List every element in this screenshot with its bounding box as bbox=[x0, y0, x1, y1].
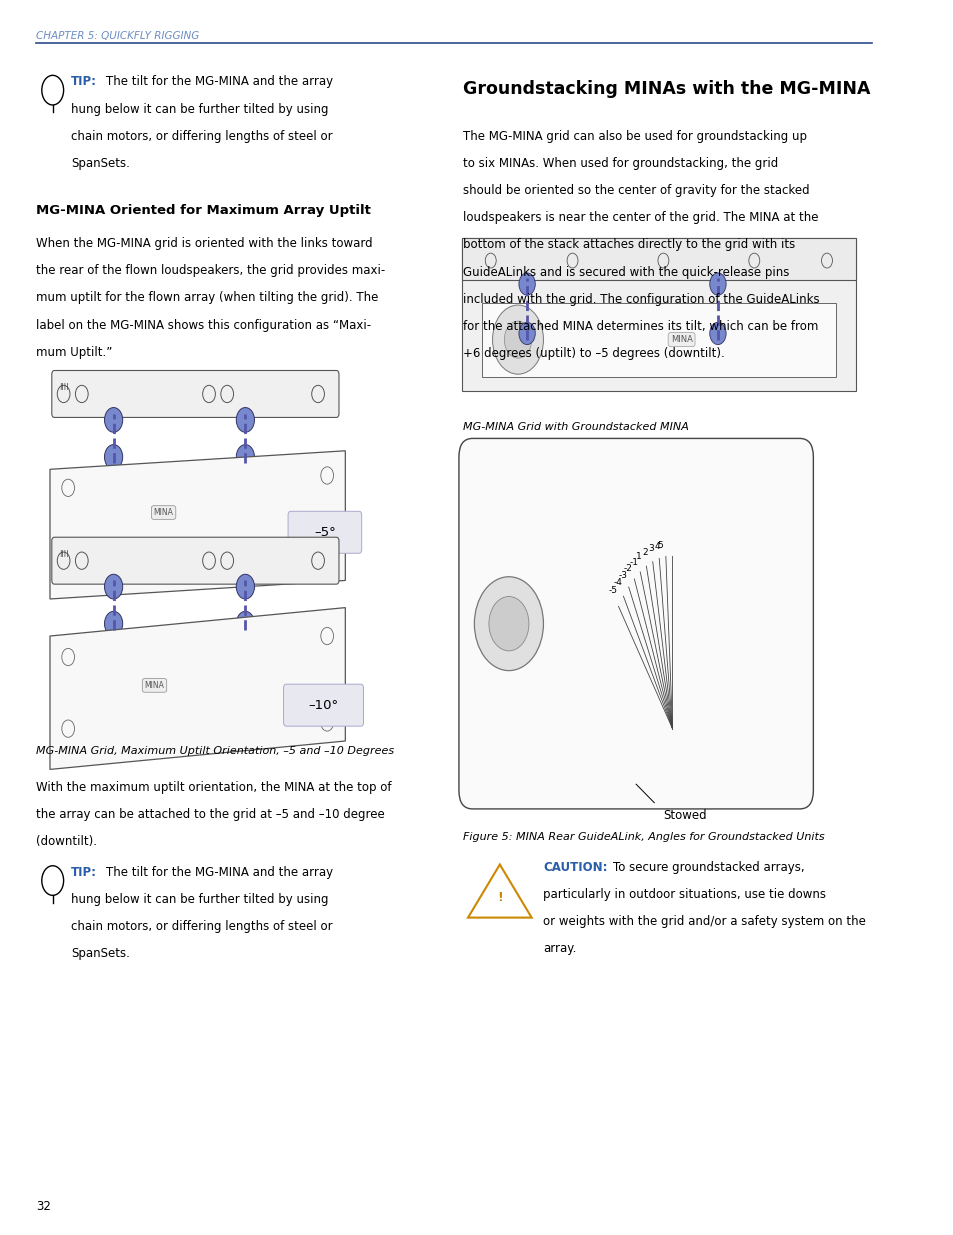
Text: 4: 4 bbox=[654, 542, 659, 551]
Text: The tilt for the MG-MINA and the array: The tilt for the MG-MINA and the array bbox=[106, 75, 334, 89]
Text: CAUTION:: CAUTION: bbox=[543, 861, 607, 874]
Circle shape bbox=[709, 322, 725, 345]
Text: the rear of the flown loudspeakers, the grid provides maxi-: the rear of the flown loudspeakers, the … bbox=[36, 264, 385, 278]
Text: -2: -2 bbox=[623, 563, 632, 573]
Circle shape bbox=[236, 574, 254, 599]
Circle shape bbox=[105, 574, 123, 599]
Polygon shape bbox=[468, 864, 531, 918]
Text: SpanSets.: SpanSets. bbox=[71, 947, 130, 961]
Text: –5°: –5° bbox=[314, 526, 335, 538]
Text: included with the grid. The configuration of the GuideALinks: included with the grid. The configuratio… bbox=[463, 293, 820, 306]
Circle shape bbox=[492, 305, 543, 374]
Text: -5: -5 bbox=[608, 587, 617, 595]
Text: -1: -1 bbox=[628, 558, 638, 567]
Text: array.: array. bbox=[543, 942, 577, 956]
Circle shape bbox=[518, 273, 535, 295]
Circle shape bbox=[518, 322, 535, 345]
FancyBboxPatch shape bbox=[461, 238, 855, 280]
Text: !: ! bbox=[497, 892, 502, 904]
Polygon shape bbox=[50, 451, 345, 599]
Text: 1: 1 bbox=[636, 552, 641, 562]
Text: chain motors, or differing lengths of steel or: chain motors, or differing lengths of st… bbox=[71, 130, 333, 143]
Text: 2: 2 bbox=[641, 548, 647, 557]
Text: With the maximum uptilt orientation, the MINA at the top of: With the maximum uptilt orientation, the… bbox=[36, 781, 392, 794]
Text: 32: 32 bbox=[36, 1199, 51, 1213]
Text: chain motors, or differing lengths of steel or: chain motors, or differing lengths of st… bbox=[71, 920, 333, 934]
Text: -3: -3 bbox=[618, 571, 627, 579]
Text: the array can be attached to the grid at –5 and –10 degree: the array can be attached to the grid at… bbox=[36, 808, 385, 821]
Text: hung below it can be further tilted by using: hung below it can be further tilted by u… bbox=[71, 893, 328, 906]
Circle shape bbox=[709, 273, 725, 295]
Text: to six MINAs. When used for groundstacking, the grid: to six MINAs. When used for groundstacki… bbox=[463, 157, 778, 170]
Text: 5: 5 bbox=[657, 541, 662, 550]
Text: SpanSets.: SpanSets. bbox=[71, 157, 130, 170]
Text: The MG-MINA grid can also be used for groundstacking up: The MG-MINA grid can also be used for gr… bbox=[463, 130, 806, 143]
Text: Figure 5: MINA Rear GuideALink, Angles for Groundstacked Units: Figure 5: MINA Rear GuideALink, Angles f… bbox=[463, 832, 824, 842]
Text: ||||: |||| bbox=[59, 383, 69, 390]
Circle shape bbox=[504, 321, 531, 358]
Text: +6 degrees (uptilt) to –5 degrees (downtilt).: +6 degrees (uptilt) to –5 degrees (downt… bbox=[463, 347, 724, 361]
Circle shape bbox=[488, 597, 528, 651]
Text: TIP:: TIP: bbox=[71, 75, 97, 89]
Text: The tilt for the MG-MINA and the array: The tilt for the MG-MINA and the array bbox=[106, 866, 334, 879]
Polygon shape bbox=[50, 608, 345, 769]
Text: MG-MINA Grid, Maximum Uptilt Orientation, –5 and –10 Degrees: MG-MINA Grid, Maximum Uptilt Orientation… bbox=[36, 746, 394, 756]
Text: Stowed: Stowed bbox=[662, 809, 706, 821]
Polygon shape bbox=[481, 303, 835, 377]
FancyBboxPatch shape bbox=[283, 684, 363, 726]
Text: When the MG-MINA grid is oriented with the links toward: When the MG-MINA grid is oriented with t… bbox=[36, 237, 373, 251]
Text: for the attached MINA determines its tilt, which can be from: for the attached MINA determines its til… bbox=[463, 320, 818, 333]
Text: 3: 3 bbox=[647, 545, 653, 553]
Text: hung below it can be further tilted by using: hung below it can be further tilted by u… bbox=[71, 103, 328, 116]
Text: MG-MINA Grid with Groundstacked MINA: MG-MINA Grid with Groundstacked MINA bbox=[463, 422, 689, 432]
Circle shape bbox=[105, 445, 123, 469]
Text: -4: -4 bbox=[613, 578, 621, 587]
Text: MINA: MINA bbox=[153, 508, 173, 517]
Text: loudspeakers is near the center of the grid. The MINA at the: loudspeakers is near the center of the g… bbox=[463, 211, 818, 225]
Circle shape bbox=[236, 611, 254, 636]
Circle shape bbox=[236, 445, 254, 469]
FancyBboxPatch shape bbox=[461, 238, 855, 391]
Text: or weights with the grid and/or a safety system on the: or weights with the grid and/or a safety… bbox=[543, 915, 865, 929]
Text: should be oriented so the center of gravity for the stacked: should be oriented so the center of grav… bbox=[463, 184, 809, 198]
Text: TIP:: TIP: bbox=[71, 866, 97, 879]
Text: ||||: |||| bbox=[59, 550, 69, 557]
Circle shape bbox=[105, 611, 123, 636]
Circle shape bbox=[474, 577, 543, 671]
Text: Groundstacking MINAs with the MG-MINA: Groundstacking MINAs with the MG-MINA bbox=[463, 80, 870, 99]
Circle shape bbox=[236, 408, 254, 432]
Text: mum uptilt for the flown array (when tilting the grid). The: mum uptilt for the flown array (when til… bbox=[36, 291, 378, 305]
FancyBboxPatch shape bbox=[51, 537, 338, 584]
Text: label on the MG-MINA shows this configuration as “Maxi-: label on the MG-MINA shows this configur… bbox=[36, 319, 371, 332]
Text: –10°: –10° bbox=[308, 699, 338, 711]
Text: GuideALinks and is secured with the quick-release pins: GuideALinks and is secured with the quic… bbox=[463, 266, 789, 279]
FancyBboxPatch shape bbox=[288, 511, 361, 553]
FancyBboxPatch shape bbox=[51, 370, 338, 417]
Text: bottom of the stack attaches directly to the grid with its: bottom of the stack attaches directly to… bbox=[463, 238, 795, 252]
Text: (downtilt).: (downtilt). bbox=[36, 835, 97, 848]
Text: MINA: MINA bbox=[670, 335, 692, 345]
FancyBboxPatch shape bbox=[458, 438, 813, 809]
Text: MG-MINA Oriented for Maximum Array Uptilt: MG-MINA Oriented for Maximum Array Uptil… bbox=[36, 204, 371, 217]
Text: CHAPTER 5: QUICKFLY RIGGING: CHAPTER 5: QUICKFLY RIGGING bbox=[36, 31, 199, 41]
Text: particularly in outdoor situations, use tie downs: particularly in outdoor situations, use … bbox=[543, 888, 825, 902]
Text: To secure groundstacked arrays,: To secure groundstacked arrays, bbox=[612, 861, 803, 874]
Text: mum Uptilt.”: mum Uptilt.” bbox=[36, 346, 112, 359]
Text: MINA: MINA bbox=[145, 680, 164, 690]
Circle shape bbox=[105, 408, 123, 432]
